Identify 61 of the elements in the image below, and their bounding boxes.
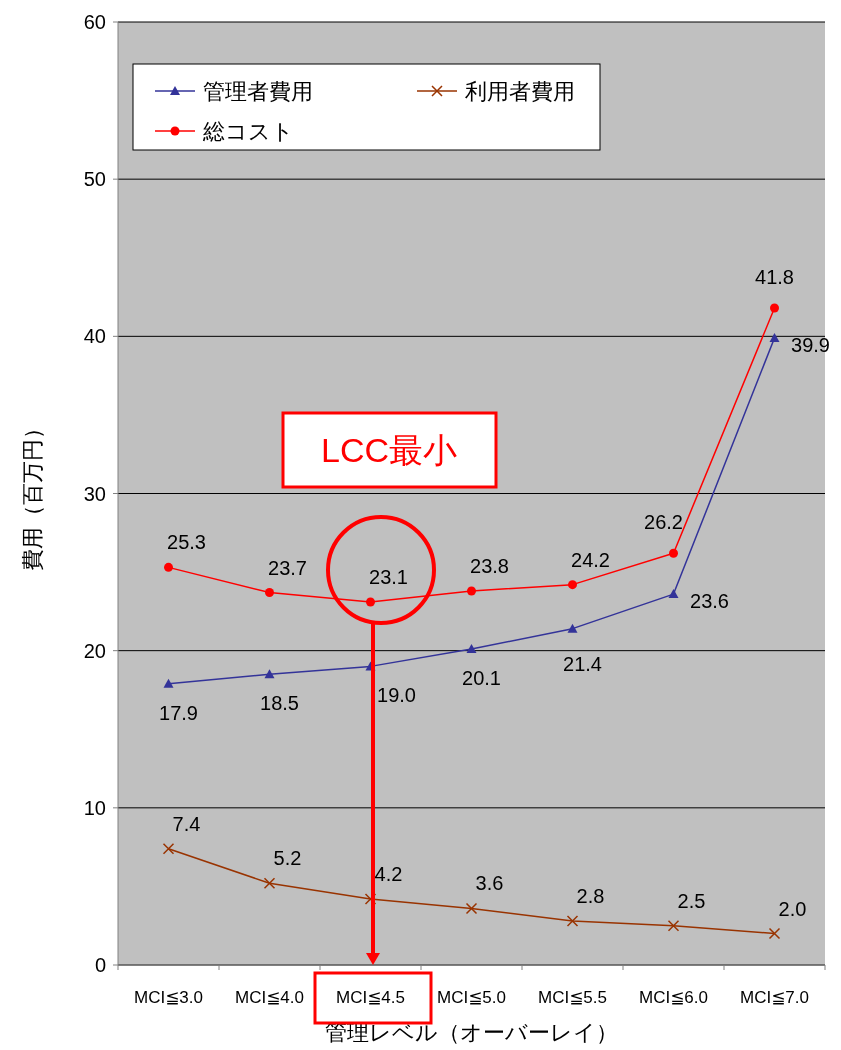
data-label: 18.5: [260, 692, 299, 715]
x-tick-label: MCI≦4.0: [234, 988, 305, 1007]
data-label: 4.2: [374, 862, 403, 885]
legend-label: 管理者費用: [203, 78, 313, 104]
y-tick-label: 50: [83, 168, 106, 191]
point: [263, 877, 276, 890]
data-label: 17.9: [159, 701, 198, 724]
data-label: 21.4: [563, 652, 602, 675]
data-label: 3.6: [475, 872, 504, 895]
point: [768, 927, 781, 940]
data-label: 23.1: [369, 565, 408, 588]
y-tick-label: 10: [83, 796, 106, 819]
annotation: LCC最小: [320, 430, 458, 469]
point: [668, 589, 679, 599]
point: [465, 902, 478, 915]
y-tick-label: 60: [83, 11, 106, 33]
point: [568, 580, 577, 590]
y-tick-label: 20: [83, 639, 106, 662]
data-label: 2.5: [677, 889, 706, 912]
y-tick-label: 0: [94, 954, 106, 976]
x-tick-label: MCI≦6.0: [638, 988, 709, 1007]
x-tick-label: MCI≦4.5: [335, 988, 406, 1007]
point: [162, 842, 175, 855]
data-label: 7.4: [172, 812, 201, 835]
point: [265, 588, 274, 598]
data-label: 5.2: [273, 847, 302, 870]
data-label: 20.1: [462, 667, 501, 690]
y-tick-label: 40: [83, 325, 106, 348]
x-tick-label: MCI≦7.0: [739, 988, 810, 1007]
data-label: 23.8: [470, 554, 509, 577]
y-tick-label: 30: [83, 482, 106, 505]
point: [164, 562, 173, 572]
point: [769, 332, 780, 342]
point: [567, 623, 578, 633]
data-label: 19.0: [377, 684, 416, 707]
legend-label: 総コスト: [202, 118, 294, 144]
data-label: 41.8: [755, 266, 794, 289]
point: [364, 893, 377, 905]
y-axis-title: 費用（百万円）: [20, 416, 45, 571]
x-tick-label: MCI≦3.0: [133, 988, 204, 1007]
point: [466, 644, 477, 654]
point: [366, 597, 375, 607]
point: [669, 548, 678, 558]
data-label: 23.7: [268, 556, 307, 579]
point: [770, 303, 779, 313]
data-label: 24.2: [571, 548, 610, 571]
point: [667, 919, 680, 932]
data-label: 39.9: [791, 333, 830, 356]
data-label: 2.8: [576, 884, 605, 907]
legend-label: 利用者費用: [465, 78, 575, 104]
point: [264, 669, 275, 679]
data-label: 26.2: [644, 511, 683, 534]
point: [566, 915, 579, 927]
data-label: 25.3: [167, 531, 206, 554]
point: [163, 678, 174, 688]
x-axis-title: 管理レベル（オーバーレイ）: [325, 1020, 618, 1045]
data-label: 2.0: [778, 897, 807, 920]
x-tick-label: MCI≦5.0: [436, 988, 507, 1007]
x-tick-label: MCI≦5.5: [537, 988, 608, 1007]
data-label: 23.6: [690, 590, 729, 613]
point: [467, 586, 476, 596]
